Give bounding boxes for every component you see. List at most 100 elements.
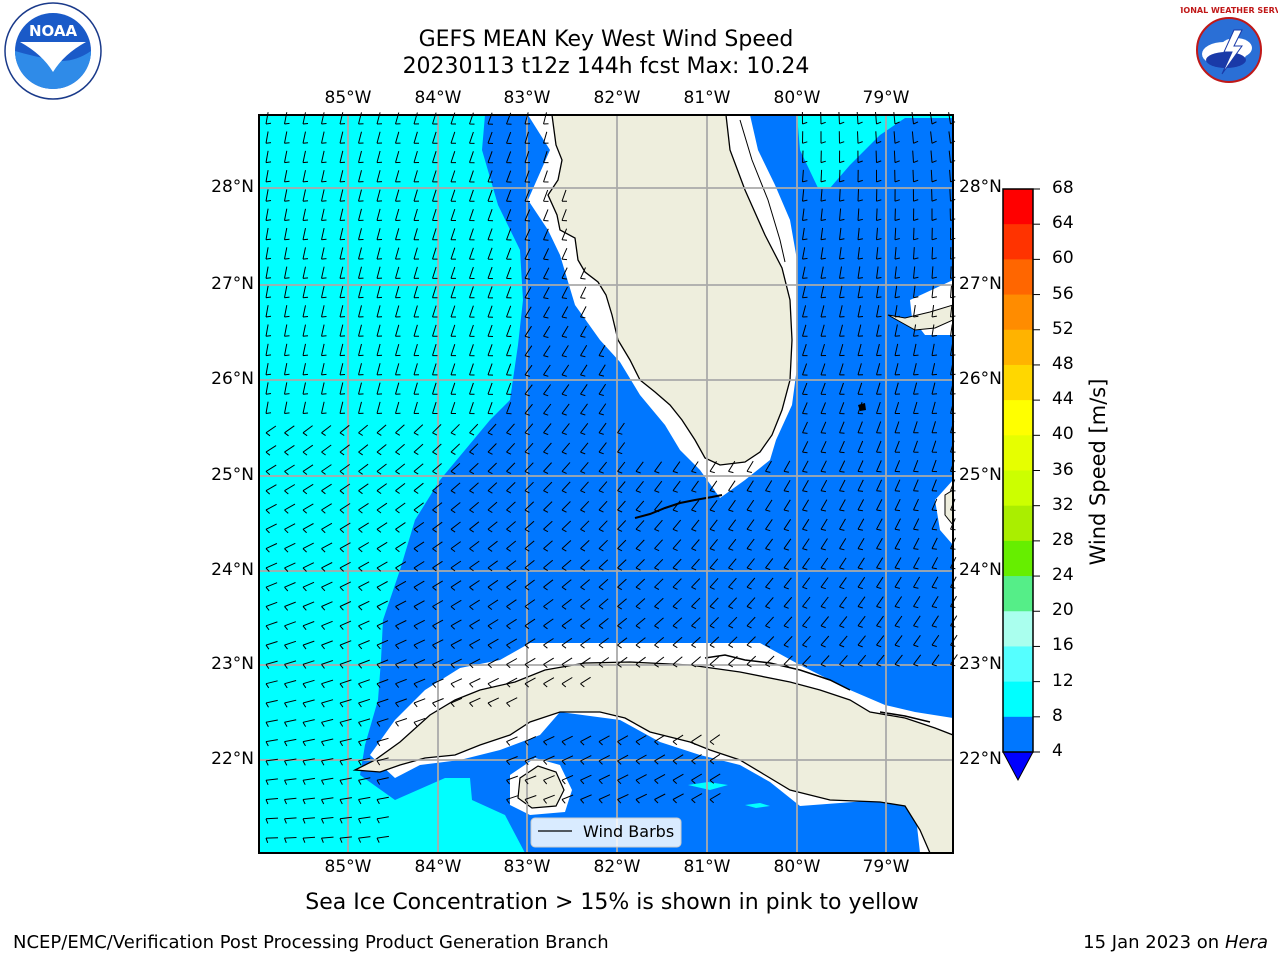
wind-barb [746,460,754,473]
wind-barb [691,754,702,765]
footer-branch: NCEP/EMC/Verification Post Processing Pr… [13,932,609,953]
wind-barb [598,618,609,630]
wind-barb [321,718,334,727]
wind-barb [339,738,352,747]
wind-barb [654,597,664,610]
wind-barb [931,208,937,221]
wind-barb [376,737,389,747]
wind-barb [487,482,498,494]
wind-barb [654,578,664,590]
wind-barb [580,500,590,513]
wind-barb [413,150,420,164]
wind-barb [302,444,314,456]
wind-barb [432,382,438,395]
wind-barb [376,131,383,144]
wind-barb [321,285,327,299]
wind-barb [857,343,864,357]
wind-barb [321,562,333,572]
wind-barb [321,208,327,221]
wind-barb [543,364,551,377]
wind-barb [765,558,774,571]
wind-barb [339,131,346,144]
lat-label-right: 28°N [959,177,1002,197]
wind-barb [580,520,590,533]
wind-barb [746,519,755,532]
wind-barb [802,305,808,318]
wind-barb [709,734,721,745]
wind-barb [339,189,346,202]
wind-barb [284,363,290,376]
wind-barb [376,228,383,241]
wind-barb [321,542,333,553]
wind-barb [321,640,333,650]
wind-barb [543,189,549,202]
wind-barb [783,480,791,493]
wind-barb [395,363,401,376]
wind-barb [265,324,272,337]
colorbar-segment [1003,329,1033,366]
wind-barb [524,267,532,280]
wind-barb [672,656,683,668]
wind-barb [302,247,309,260]
colorbar-tick-label: 12 [1052,670,1074,691]
wind-barbs [265,111,958,843]
wind-barb [820,324,827,337]
footer-date-text: 15 Jan 2023 on [1083,932,1225,953]
wind-barb [376,483,387,495]
wind-barb [487,677,499,688]
wind-barb [524,520,535,533]
wind-barb [524,657,536,669]
wind-barb [321,464,332,475]
wind-barb [284,640,297,650]
wind-barb [302,324,309,337]
wind-barb [839,499,846,512]
wind-barb [358,444,369,456]
wind-barb [450,639,462,649]
wind-barb [913,615,921,628]
noaa-logo-text: NOAA [29,22,78,40]
wind-barb [413,580,425,591]
wind-barb [617,500,626,513]
wind-barb [413,678,426,688]
wind-barb [358,522,369,533]
wind-barb [413,561,425,572]
wind-barb [635,559,645,571]
wind-barb [358,363,364,376]
wind-barb [487,658,499,669]
wind-barb [802,382,808,395]
wind-barb [506,363,512,376]
wind-barb [820,538,828,551]
wind-barb [876,654,885,667]
wind-barb [302,189,309,202]
wind-barb [358,757,371,766]
wind-barb [802,247,808,260]
wind-barb [376,581,388,591]
wind-barb [930,169,937,183]
wind-barb [506,521,516,533]
wind-barb [450,599,462,611]
wind-barb [339,343,346,357]
wind-barb [413,170,420,183]
wind-barb [709,558,719,571]
wind-barb [802,208,808,221]
wind-barb [820,596,829,609]
wind-barb [339,324,346,337]
wind-barb [339,699,352,708]
wind-barb [284,582,296,592]
wind-barb [395,678,407,688]
wind-barb [894,285,900,299]
wind-barb [876,382,882,395]
wind-barb [857,363,864,376]
wind-barb [487,286,494,299]
wind-barb [284,247,290,260]
wind-barb [284,621,296,631]
wind-barb [894,479,901,492]
wind-barb [543,442,552,455]
wind-barb [432,324,438,337]
map-subtitle: 20230113 t12z 144h fcst Max: 10.24 [402,54,810,79]
wind-barb [450,189,456,202]
wind-barb [487,324,494,337]
wind-barb [728,480,736,493]
wind-barb [376,150,383,164]
wind-barb [358,382,364,395]
